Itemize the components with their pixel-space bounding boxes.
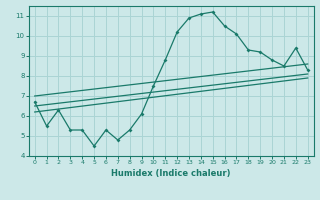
X-axis label: Humidex (Indice chaleur): Humidex (Indice chaleur) (111, 169, 231, 178)
